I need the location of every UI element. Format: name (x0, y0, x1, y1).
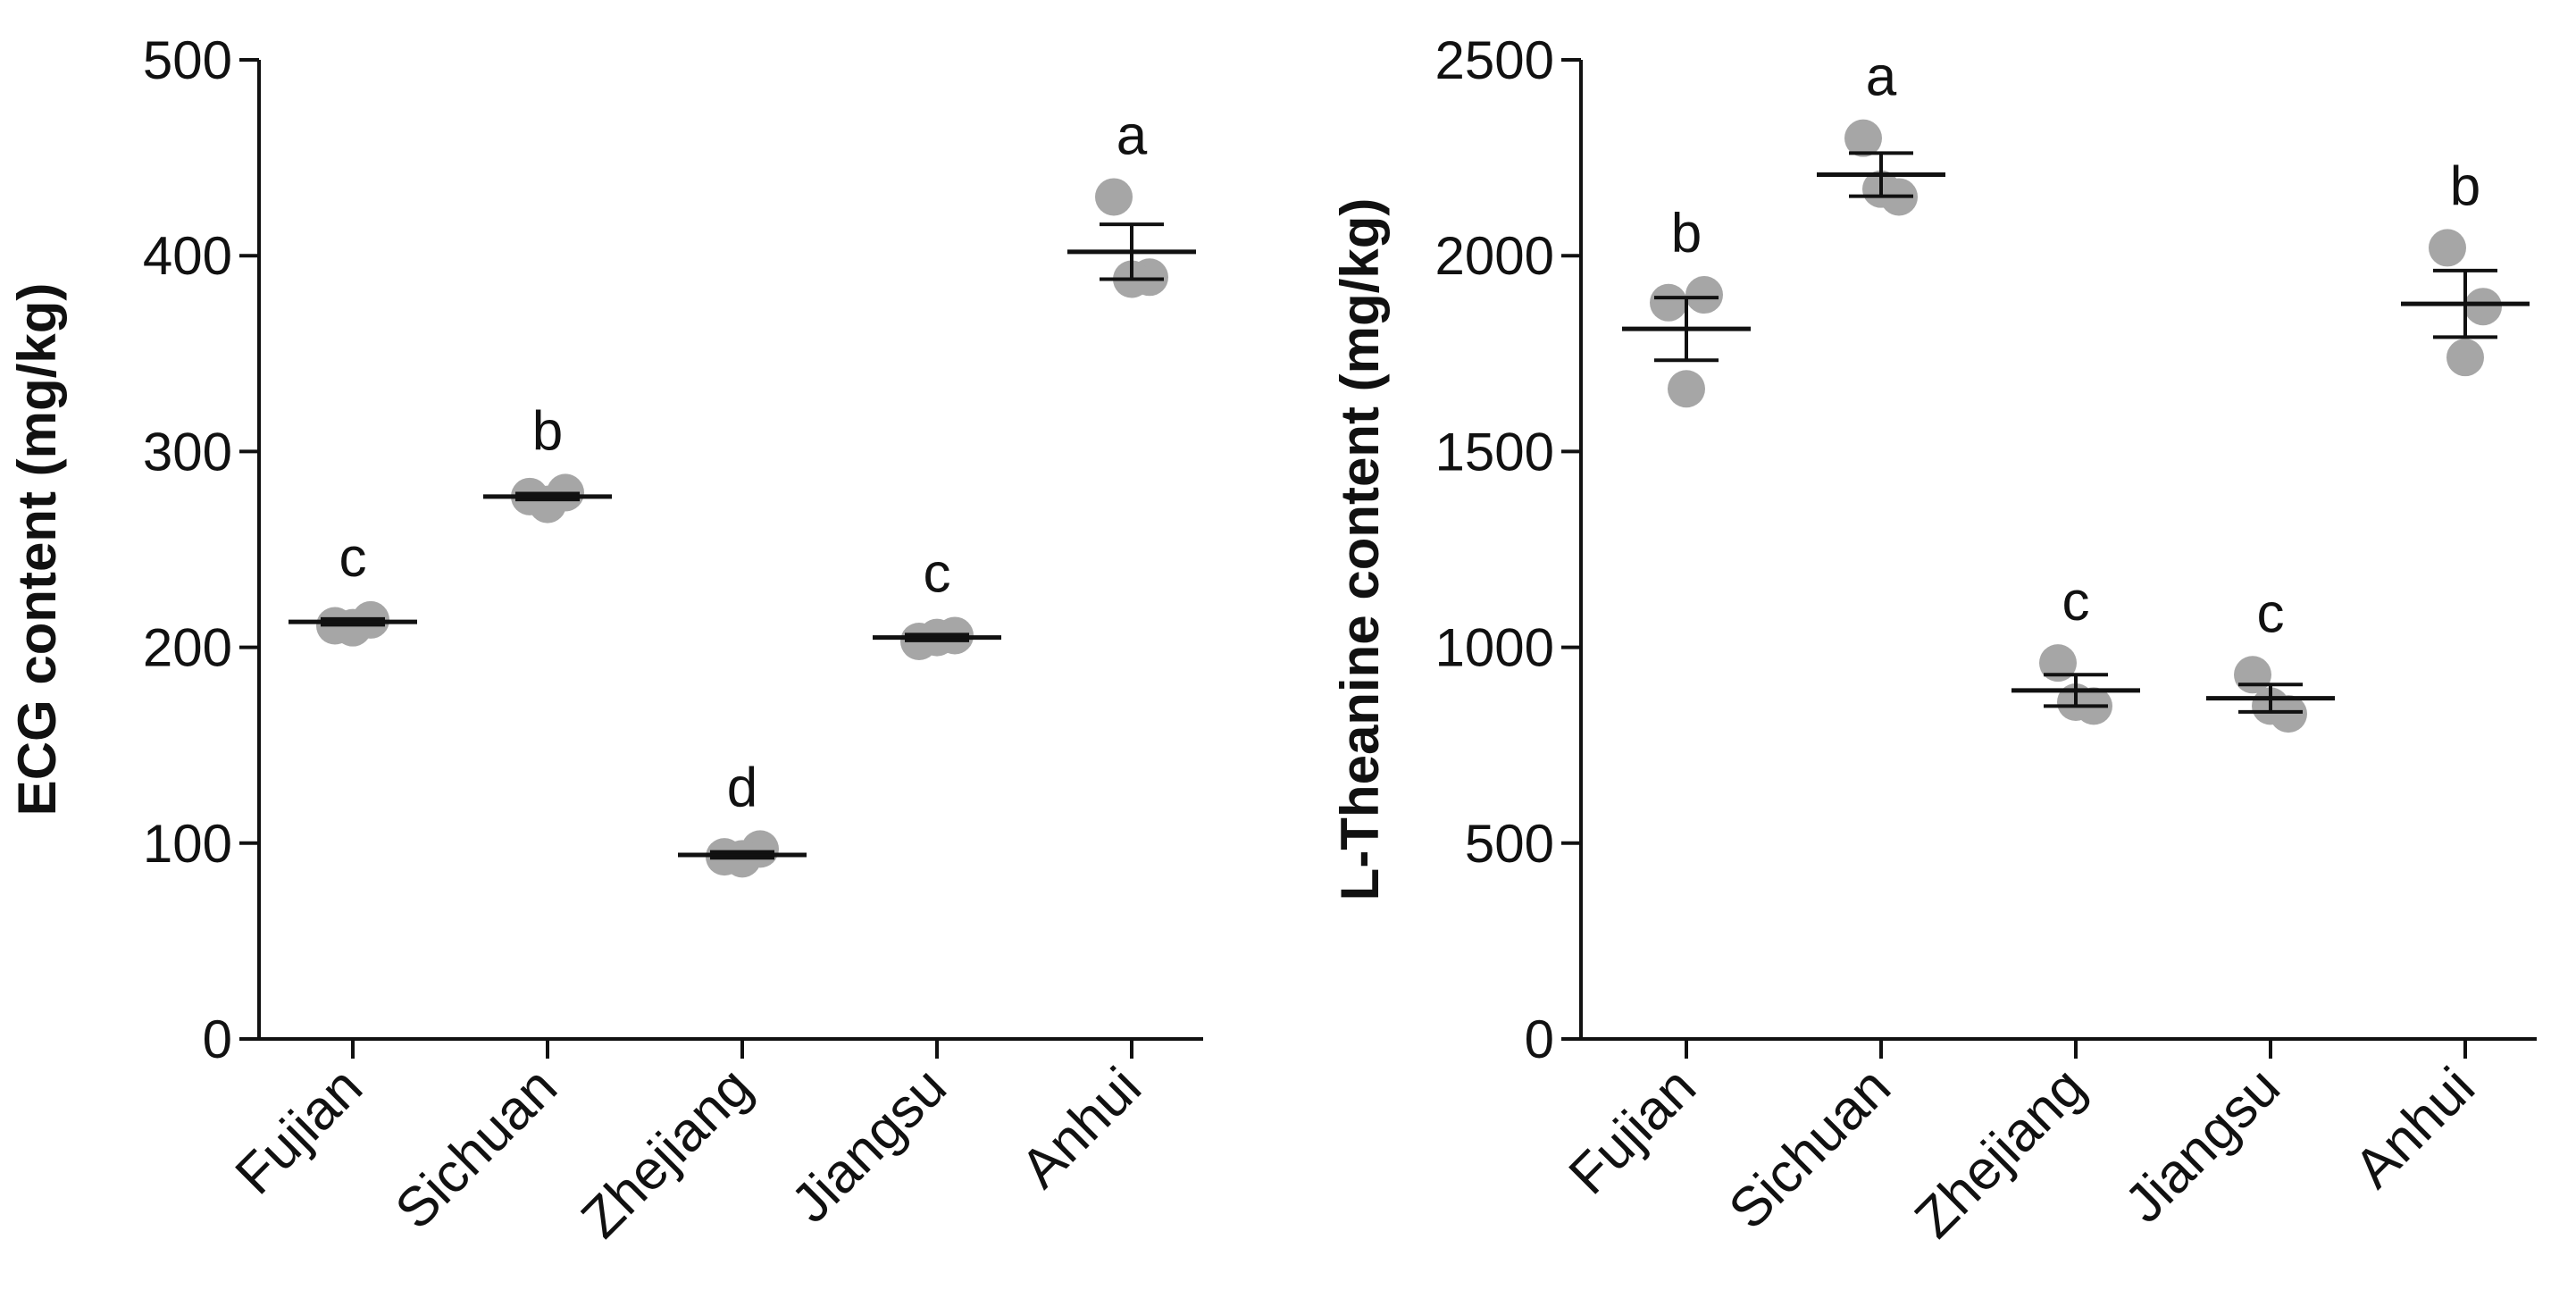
x-tick-label-anhui: Anhui (2343, 1056, 2487, 1200)
x-tick-label-zhejiang: Zhejiang (1903, 1056, 2097, 1250)
x-tick-label-zhejiang: Zhejiang (570, 1056, 764, 1250)
significance-letter: b (1671, 203, 1702, 264)
y-tick-label: 2500 (1435, 30, 1554, 90)
x-tick-label-anhui: Anhui (1009, 1056, 1153, 1200)
significance-letter: a (1117, 105, 1148, 166)
data-point (529, 485, 566, 523)
y-axis-title: ECG content (mg/kg) (7, 283, 67, 817)
significance-letter: a (1866, 46, 1897, 108)
x-tick-label-jiangsu: Jiangsu (780, 1056, 958, 1235)
y-tick-label: 2000 (1435, 226, 1554, 286)
y-tick-label: 200 (143, 618, 232, 678)
y-tick-label: 0 (203, 1009, 232, 1069)
y-tick-label: 0 (1525, 1009, 1554, 1069)
data-point (2429, 229, 2466, 267)
x-tick-label-fujian: Fujian (1558, 1056, 1708, 1206)
significance-letter: c (2257, 582, 2285, 644)
significance-letter: c (924, 542, 951, 604)
data-point (2464, 288, 2502, 326)
data-point (2039, 644, 2077, 683)
y-tick-label: 1500 (1435, 422, 1554, 482)
significance-letter: d (727, 757, 757, 818)
y-tick-label: 100 (143, 814, 232, 874)
data-point (1095, 178, 1133, 216)
data-point (1668, 370, 1705, 408)
x-tick-label-jiangsu: Jiangsu (2113, 1056, 2292, 1235)
significance-letter: b (2450, 155, 2480, 217)
data-point (334, 608, 372, 647)
data-point (2446, 339, 2484, 377)
significance-letter: b (532, 400, 563, 462)
y-axis-title: L-Theanine content (mg/kg) (1330, 198, 1390, 901)
data-point (1844, 119, 1882, 157)
significance-letter: c (2062, 571, 2090, 632)
data-point (2234, 656, 2271, 694)
data-point (1685, 276, 1723, 314)
significance-letter: c (339, 527, 367, 589)
y-tick-label: 400 (143, 226, 232, 286)
y-tick-label: 1000 (1435, 618, 1554, 678)
l-theanine-chart-panel: 0 500 1000 1500 2000 2500 L-Theanine content (… (1330, 30, 2537, 1250)
y-tick-label: 500 (143, 30, 232, 90)
y-tick-label: 500 (1465, 814, 1554, 874)
x-tick-label-sichuan: Sichuan (1718, 1056, 1903, 1241)
x-tick-label-sichuan: Sichuan (384, 1056, 569, 1241)
x-tick-label-fujian: Fujian (224, 1056, 374, 1206)
y-tick-label: 300 (143, 422, 232, 482)
data-point (1650, 283, 1687, 322)
ecg-chart-panel: 0 100 200 300 400 500 ECG content (mg/kg) Fujia… (7, 30, 1203, 1250)
